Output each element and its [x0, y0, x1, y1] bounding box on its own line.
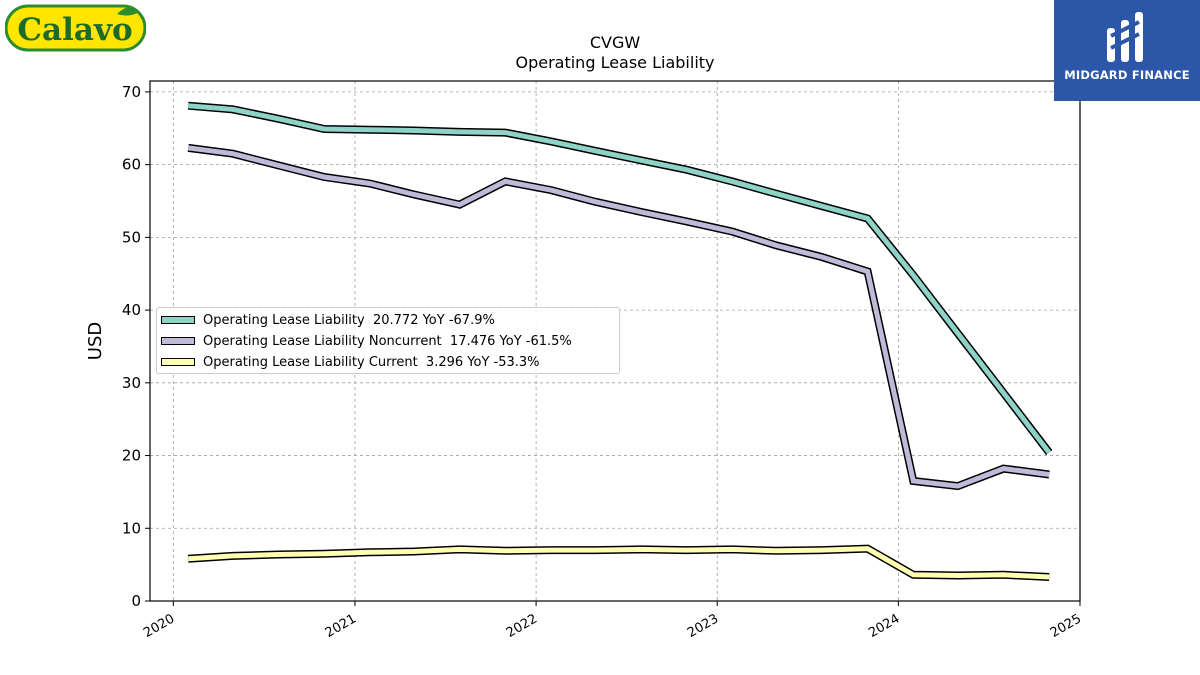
- calavo-logo-text: Calavo: [17, 12, 132, 48]
- x-tick-label: 2024: [866, 611, 902, 641]
- series-line-2: [188, 546, 1050, 580]
- x-tick-label: 2022: [504, 611, 540, 641]
- legend-item-total: Operating Lease Liability 20.772 YoY -67…: [161, 311, 495, 329]
- midgard-logo-mark: [1107, 12, 1143, 62]
- x-tick-label: 2025: [1048, 611, 1084, 641]
- legend-label-noncurrent: Operating Lease Liability Noncurrent 17.…: [203, 333, 572, 349]
- y-tick-label: 70: [122, 83, 141, 101]
- y-tick-label: 10: [122, 519, 141, 537]
- x-tick-label: 2023: [685, 611, 721, 641]
- series-lines: [187, 101, 1053, 581]
- y-tick-label: 20: [122, 447, 141, 465]
- legend-item-noncurrent: Operating Lease Liability Noncurrent 17.…: [161, 332, 572, 350]
- y-tick-label: 0: [131, 592, 141, 610]
- x-tick-label: 2020: [141, 611, 177, 641]
- legend: Operating Lease Liability 20.772 YoY -67…: [156, 307, 620, 374]
- chart-subtitle: Operating Lease Liability: [515, 53, 714, 72]
- legend-item-current: Operating Lease Liability Current 3.296 …: [161, 353, 540, 371]
- legend-label-current: Operating Lease Liability Current 3.296 …: [203, 354, 540, 370]
- y-tick-label: 30: [122, 374, 141, 392]
- legend-swatch-noncurrent: [161, 337, 195, 345]
- legend-swatch-current: [161, 358, 195, 366]
- series-line-1: [187, 145, 1050, 489]
- legend-label-total: Operating Lease Liability 20.772 YoY -67…: [203, 312, 495, 328]
- y-tick-label: 50: [122, 228, 141, 246]
- calavo-logo-graphic: Calavo: [4, 4, 147, 52]
- plot-frame: [149, 80, 1081, 602]
- y-axis-label: USD: [85, 322, 106, 360]
- x-tick-label: 2021: [323, 611, 359, 641]
- series-line-0: [187, 103, 1052, 455]
- y-tick-label: 60: [122, 156, 141, 174]
- calavo-logo: Calavo: [4, 4, 147, 52]
- midgard-finance-logo: MIDGARD FINANCE: [1054, 0, 1200, 101]
- legend-swatch-total: [161, 316, 195, 324]
- chart-title: CVGW: [590, 33, 641, 52]
- y-tick-label: 40: [122, 301, 141, 319]
- midgard-logo-text: MIDGARD FINANCE: [1064, 68, 1190, 82]
